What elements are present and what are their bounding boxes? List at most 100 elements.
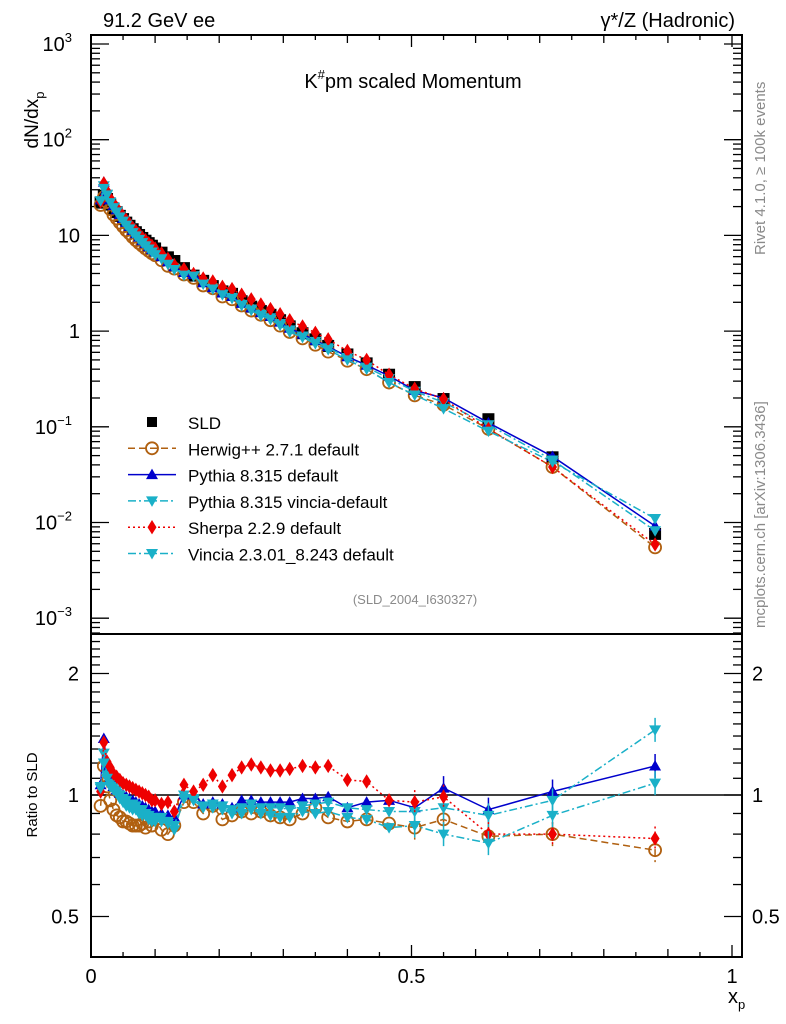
ratio-point xyxy=(216,805,229,816)
svg-text:dN/dxp: dN/dxp xyxy=(22,92,47,149)
analysis-watermark: (SLD_2004_I630327) xyxy=(353,592,477,607)
data-point xyxy=(310,325,320,340)
ratio-y-tick-label-right: 1 xyxy=(752,785,763,807)
data-point xyxy=(206,284,219,296)
ratio-point xyxy=(362,774,372,789)
data-point xyxy=(649,514,662,525)
ratio-point xyxy=(341,803,354,814)
legend-marker xyxy=(147,520,157,535)
data-point xyxy=(149,250,162,261)
series-vincia-2-3-01-8-243-default xyxy=(94,183,662,525)
ratio-point xyxy=(208,767,218,783)
data-point xyxy=(383,378,396,389)
ratio-point xyxy=(309,799,322,810)
data-point xyxy=(649,526,662,537)
y-tick-label: 103 xyxy=(43,30,72,56)
data-point xyxy=(226,293,239,305)
ratio-point xyxy=(360,796,373,807)
data-point xyxy=(235,301,248,312)
ratio-point xyxy=(437,829,450,841)
data-point xyxy=(264,315,277,326)
ratio-point xyxy=(274,812,287,824)
legend-item: Pythia 8.315 vincia-default xyxy=(128,493,388,512)
data-point xyxy=(94,196,107,207)
ratio-point xyxy=(115,772,125,788)
ratio-point xyxy=(246,757,256,772)
ratio-point xyxy=(197,803,210,814)
ratio-y-tick-label: 2 xyxy=(68,664,79,686)
legend-label: Vincia 2.3.01_8.243 default xyxy=(188,546,394,565)
data-point xyxy=(97,183,110,195)
legend-marker xyxy=(146,468,158,480)
legend: SLD Herwig++ 2.7.1 default Pythia 8.315 de… xyxy=(128,414,394,565)
rivet-label: Rivet 4.1.0, ≥ 100k events xyxy=(752,82,769,255)
legend-marker xyxy=(147,417,157,427)
x-tick-label: 0 xyxy=(85,966,96,988)
ratio-point xyxy=(198,777,208,792)
ratio-point xyxy=(245,805,258,816)
y-tick-label: 10−3 xyxy=(35,604,72,630)
series-pythia-8-315-vincia-default xyxy=(94,181,662,537)
ratio-point xyxy=(97,748,110,760)
ratio-point xyxy=(384,793,394,808)
x-tick-label: 1 xyxy=(726,966,737,988)
y-tick-label: 102 xyxy=(43,126,72,152)
ratio-point xyxy=(99,735,109,750)
data-point xyxy=(275,307,285,322)
mcplots-label: mcplots.cern.ch [arXiv:1306.3436] xyxy=(752,401,769,628)
main-title: K#pm scaled Momentum xyxy=(304,67,521,93)
ratio-point xyxy=(322,797,335,809)
ratio-point xyxy=(383,823,396,834)
ratio-point xyxy=(283,805,296,816)
ratio-point xyxy=(360,805,373,816)
data-point xyxy=(482,426,495,438)
y-tick-label: 10−2 xyxy=(35,509,72,535)
data-point xyxy=(177,270,190,282)
ratio-y-tick-label-right: 2 xyxy=(752,664,763,686)
legend-label: Sherpa 2.2.9 default xyxy=(188,519,341,538)
ratio-point xyxy=(437,782,450,793)
data-point xyxy=(408,390,421,401)
series-sld xyxy=(94,189,662,540)
legend-label: Pythia 8.315 vincia-default xyxy=(188,493,388,512)
ratio-point xyxy=(482,838,495,850)
header-right: γ*/Z (Hadronic) xyxy=(601,10,735,32)
ratio-point xyxy=(179,777,189,792)
ratio-point xyxy=(110,788,123,800)
series-line xyxy=(99,183,656,532)
data-point xyxy=(322,345,335,356)
data-point xyxy=(254,311,267,322)
data-point xyxy=(323,332,333,347)
main-series xyxy=(93,176,662,555)
ratio-point xyxy=(296,801,309,812)
data-point xyxy=(187,271,200,283)
data-point xyxy=(285,312,295,328)
ratio-point xyxy=(189,784,199,799)
ratio-point xyxy=(275,763,285,778)
data-point xyxy=(362,352,372,368)
ratio-point xyxy=(254,803,267,814)
ratio-point xyxy=(410,794,420,810)
ratio-y-tick-label: 0.5 xyxy=(51,907,79,929)
main-y-label: dN/dxp xyxy=(22,92,47,149)
ratio-point xyxy=(161,818,174,830)
ratio-point xyxy=(97,758,110,770)
ratio-point xyxy=(187,795,200,807)
data-point xyxy=(439,391,449,407)
legend-marker xyxy=(146,549,158,560)
ratio-point xyxy=(112,769,122,784)
svg-text:mcplots.cern.ch [arXiv:1306.34: mcplots.cern.ch [arXiv:1306.3436] xyxy=(752,401,769,628)
ratio-point xyxy=(265,763,275,778)
data-point xyxy=(650,537,660,552)
y-tick-label: 10 xyxy=(58,225,80,247)
ratio-point xyxy=(298,758,308,774)
ratio-point xyxy=(237,760,247,775)
data-point xyxy=(360,364,373,376)
legend-label: Herwig++ 2.7.1 default xyxy=(188,440,359,459)
ratio-point xyxy=(296,792,309,804)
legend-item: Herwig++ 2.7.1 default xyxy=(128,440,359,459)
data-point xyxy=(246,292,256,307)
ratio-line xyxy=(99,729,656,827)
ratio-point xyxy=(408,821,421,832)
